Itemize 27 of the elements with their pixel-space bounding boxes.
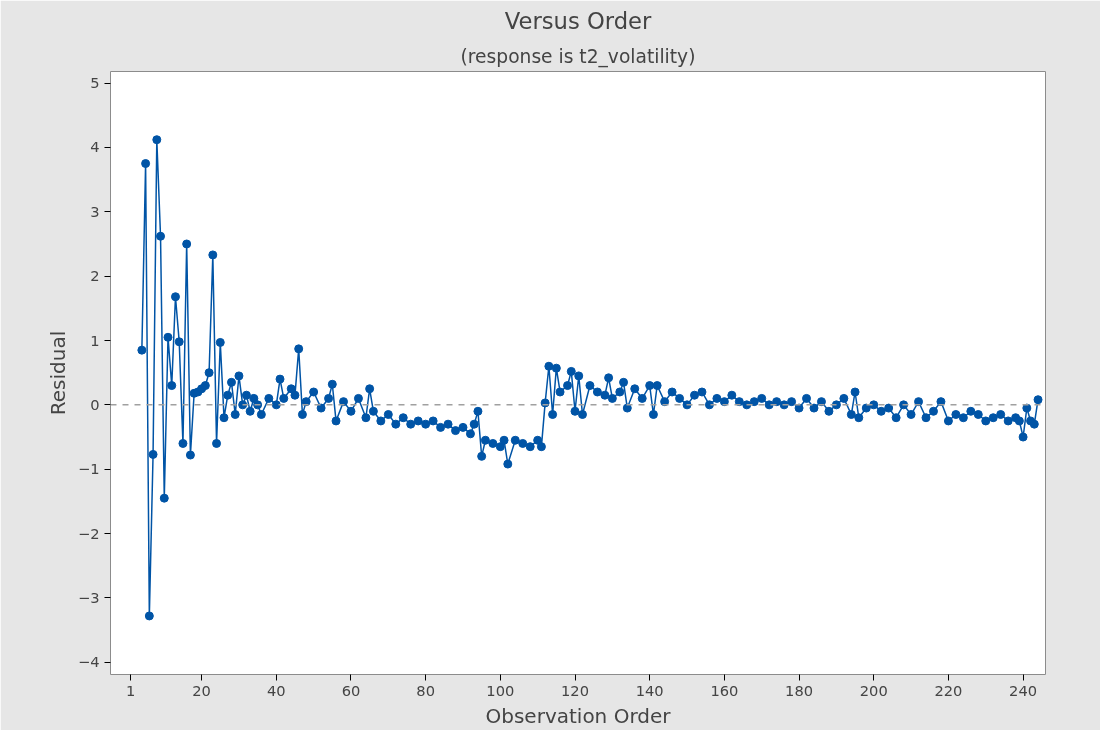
x-tick-label: 80 (416, 681, 435, 699)
x-tick-label: 120 (561, 681, 590, 699)
x-tick-label: 140 (635, 681, 664, 699)
y-tick-label: 3 (90, 202, 100, 220)
x-tick-label: 60 (341, 681, 361, 699)
x-axis-title: Observation Order (485, 703, 672, 728)
x-tick-label: 180 (785, 681, 814, 699)
y-tick-label: −2 (77, 524, 100, 542)
x-tick-label: 1 (126, 681, 136, 699)
y-tick-label: 1 (90, 331, 100, 349)
y-tick-label: 0 (90, 395, 100, 413)
x-tick-label: 160 (710, 681, 739, 699)
y-tick-label: 5 (90, 74, 100, 92)
y-tick-label: 2 (90, 267, 100, 285)
x-tick-label: 100 (486, 681, 515, 699)
y-tick-label: −4 (77, 653, 100, 671)
y-axis-title: Residual (45, 330, 70, 416)
y-tick-label: −1 (77, 460, 100, 478)
chart-title: Versus Order (504, 7, 652, 34)
x-tick-label: 220 (934, 681, 963, 699)
chart-subtitle: (response is t2_volatility) (460, 45, 696, 68)
x-tick-label: 240 (1009, 681, 1038, 699)
x-tick-label: 20 (192, 681, 211, 699)
x-tick-label: 40 (266, 681, 286, 699)
y-tick-label: 4 (90, 138, 100, 156)
y-tick-label: −3 (77, 588, 100, 606)
x-tick-label: 200 (859, 681, 888, 699)
